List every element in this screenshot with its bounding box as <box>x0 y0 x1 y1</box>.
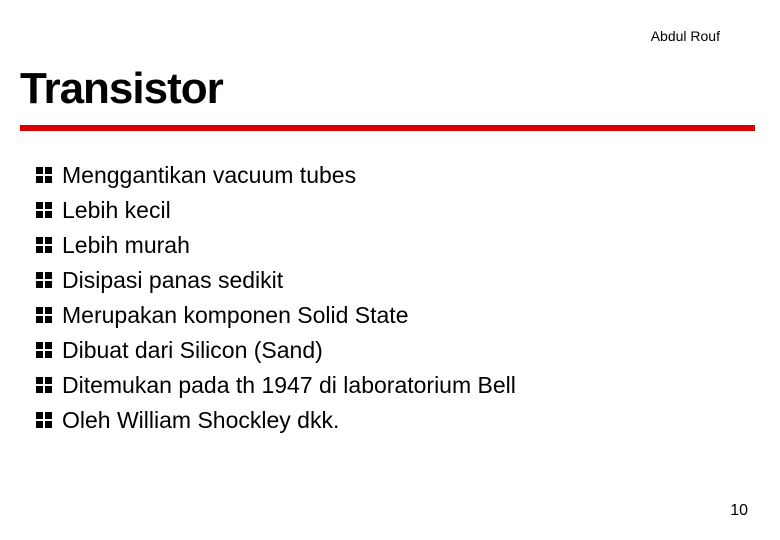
list-item: Dibuat dari Silicon (Sand) <box>36 333 516 368</box>
list-item: Disipasi panas sedikit <box>36 263 516 298</box>
bullet-marker-icon <box>36 202 52 218</box>
list-item: Lebih murah <box>36 228 516 263</box>
bullet-marker-icon <box>36 307 52 323</box>
list-item: Lebih kecil <box>36 193 516 228</box>
bullet-marker-icon <box>36 342 52 358</box>
bullet-marker-icon <box>36 167 52 183</box>
title-rule <box>20 125 755 131</box>
bullet-text: Merupakan komponen Solid State <box>62 298 409 333</box>
bullet-marker-icon <box>36 272 52 288</box>
slide: Abdul Rouf Transistor Menggantikan vacuu… <box>0 0 780 540</box>
bullet-list: Menggantikan vacuum tubes Lebih kecil Le… <box>36 158 516 438</box>
bullet-marker-icon <box>36 237 52 253</box>
bullet-marker-icon <box>36 377 52 393</box>
bullet-text: Oleh William Shockley dkk. <box>62 403 339 438</box>
page-number: 10 <box>730 502 748 520</box>
list-item: Ditemukan pada th 1947 di laboratorium B… <box>36 368 516 403</box>
bullet-text: Dibuat dari Silicon (Sand) <box>62 333 323 368</box>
bullet-text: Menggantikan vacuum tubes <box>62 158 356 193</box>
list-item: Menggantikan vacuum tubes <box>36 158 516 193</box>
bullet-text: Lebih murah <box>62 228 190 263</box>
list-item: Oleh William Shockley dkk. <box>36 403 516 438</box>
bullet-text: Lebih kecil <box>62 193 171 228</box>
bullet-text: Ditemukan pada th 1947 di laboratorium B… <box>62 368 516 403</box>
bullet-text: Disipasi panas sedikit <box>62 263 283 298</box>
list-item: Merupakan komponen Solid State <box>36 298 516 333</box>
bullet-marker-icon <box>36 412 52 428</box>
author-name: Abdul Rouf <box>651 28 720 44</box>
slide-title: Transistor <box>20 64 223 114</box>
